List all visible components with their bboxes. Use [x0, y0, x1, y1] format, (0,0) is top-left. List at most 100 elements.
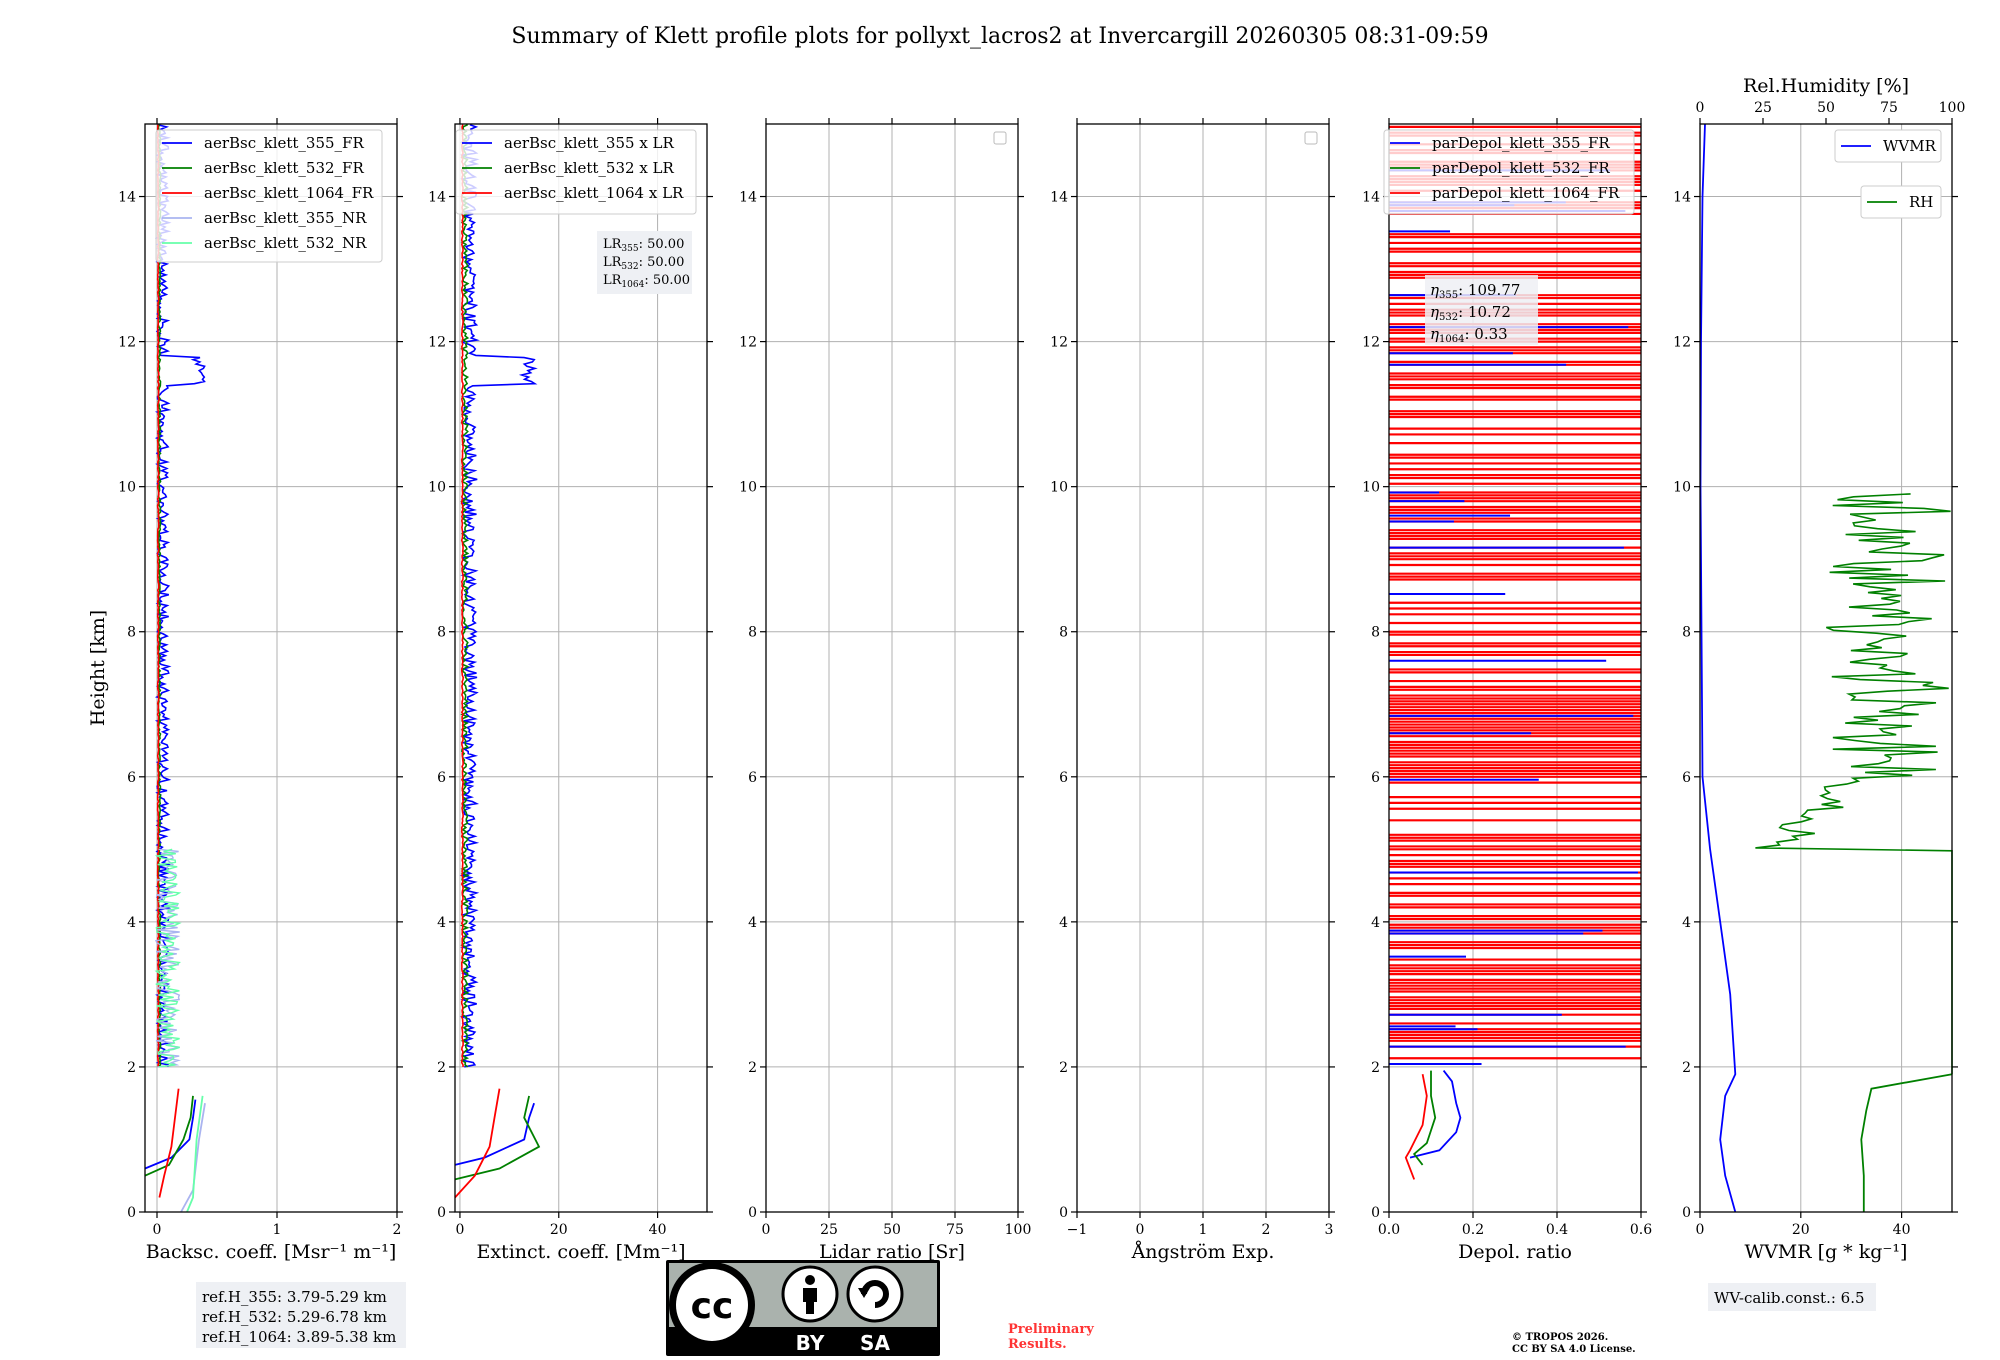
profile-noise-0 [154, 123, 206, 1068]
rh-upper [1755, 493, 1953, 1075]
figure-title: Summary of Klett profile plots for polly… [511, 24, 1488, 49]
svg-text:η355: 109.77: η355: 109.77 [1430, 281, 1520, 301]
y-tick-label: 8 [1682, 625, 1691, 641]
y-tick-label: 12 [428, 335, 446, 351]
panel-ext: 0 20 40 0 2 4 6 8 10 12 14 Extinct. coeff. [Mm⁻¹] ae… [428, 118, 713, 1263]
y-tick-label: 6 [1059, 770, 1068, 786]
empty-legend [1304, 131, 1318, 145]
y-tick-label: 12 [739, 335, 757, 351]
y-tick-label: 4 [748, 915, 757, 931]
copyright-line2: CC BY SA 4.0 License. [1512, 1344, 1636, 1355]
x-tick-label: 0 [762, 1222, 771, 1238]
legend-entry: aerBsc_klett_532 x LR [504, 159, 675, 177]
legend-entry: aerBsc_klett_1064_FR [204, 184, 374, 202]
y-tick-label: 4 [1682, 915, 1691, 931]
y-tick-label: 2 [437, 1060, 446, 1076]
top-x-tick-label: 75 [1880, 100, 1898, 116]
panels: 0 1 2 0 2 4 6 8 10 12 14 Backsc. coeff. [Msr⁻¹ m⁻¹]… [87, 75, 1965, 1263]
y-tick-label: 8 [437, 625, 446, 641]
series-aerBsc_klett_532_FR [144, 1095, 194, 1177]
y-tick-label: 10 [739, 480, 757, 496]
y-tick-label: 2 [1371, 1060, 1380, 1076]
y-tick-label: 6 [437, 770, 446, 786]
eta-label-3: η [1430, 325, 1439, 343]
x-tick-label: 0.4 [1546, 1222, 1568, 1238]
x-axis-label: WVMR [g * kg⁻¹] [1745, 1241, 1908, 1263]
y-tick-label: 0 [1682, 1205, 1691, 1221]
eta-val-2: : 10.72 [1458, 303, 1511, 321]
y-tick-label: 12 [1673, 335, 1691, 351]
y-tick-label: 0 [1371, 1205, 1380, 1221]
sa-share-alike-icon [846, 1265, 904, 1323]
lr-annotation: LR355: 50.00 LR532: 50.00 LR1064: 50.00 [597, 231, 692, 294]
y-tick-label: 8 [1059, 625, 1068, 641]
axes-frame [1388, 123, 1642, 1213]
legend-entry: parDepol_klett_1064_FR [1432, 184, 1620, 202]
lr-val-1: : 50.00 [639, 237, 685, 252]
x-tick-label: 20 [550, 1222, 568, 1238]
x-tick-label: 0 [153, 1222, 162, 1238]
x-tick-label: 0.6 [1630, 1222, 1652, 1238]
profile-noise-2 [156, 124, 160, 1067]
axes-frame [1699, 123, 1953, 1213]
series-parDepol_klett_532_FR [1412, 1070, 1437, 1166]
lr-val-2: : 50.00 [639, 255, 685, 270]
svg-text:η1064: 0.33: η1064: 0.33 [1430, 325, 1508, 345]
y-tick-label: 10 [118, 480, 136, 496]
x-tick-label: 0.0 [1378, 1222, 1400, 1238]
profile-noise-0 [459, 123, 538, 1068]
legend-entry: aerBsc_klett_355_FR [204, 134, 364, 152]
legend-entry: aerBsc_klett_1064 x LR [504, 184, 684, 202]
y-tick-label: 8 [127, 625, 136, 641]
y-tick-label: 10 [1362, 480, 1380, 496]
x-axis-label: Backsc. coeff. [Msr⁻¹ m⁻¹] [146, 1241, 397, 1263]
series-WVMR [1699, 123, 1737, 1213]
top-x-tick-label: 25 [1754, 100, 1772, 116]
lr-sub-1: 355 [621, 244, 638, 254]
y-tick-label: 4 [437, 915, 446, 931]
y-tick-label: 2 [748, 1060, 757, 1076]
x-tick-label: 100 [1005, 1222, 1032, 1238]
x-tick-label: 2 [1262, 1222, 1271, 1238]
eta-label-2: η [1430, 303, 1439, 321]
series-aerBsc_klett_355_FR [144, 1099, 197, 1170]
x-tick-label: 3 [1325, 1222, 1334, 1238]
y-axis-label: Height [km] [87, 610, 109, 726]
copyright-line1: © TROPOS 2026. [1512, 1332, 1608, 1343]
legend-box [155, 129, 383, 263]
x-tick-label: 40 [1893, 1222, 1911, 1238]
legend-box [455, 129, 697, 215]
series-aerBsc_klett_1064 x LR [454, 1088, 501, 1199]
axes-frame [144, 123, 398, 1213]
profile-noise-2 [460, 124, 465, 1067]
y-tick-label: 14 [428, 190, 446, 206]
ref-h-355: ref.H_355: 3.79-5.29 km [202, 1288, 387, 1306]
preliminary-line2: Results. [1008, 1337, 1067, 1352]
series-aerBsc_klett_355_NR [180, 1103, 206, 1213]
lr-val-3: : 50.00 [644, 273, 690, 288]
y-tick-label: 0 [748, 1205, 757, 1221]
panel-dep: 0.0 0.2 0.4 0.6 0 2 4 6 8 10 12 14 Depol. ratio parDe… [1362, 118, 1652, 1263]
legend-entry: aerBsc_klett_532_NR [204, 234, 367, 252]
lr-label-1: LR [603, 237, 623, 252]
y-tick-label: 14 [1050, 190, 1068, 206]
y-tick-label: 4 [1059, 915, 1068, 931]
series-aerBsc_klett_532 x LR [454, 1095, 541, 1181]
x-axis-label: Extinct. coeff. [Mm⁻¹] [476, 1241, 685, 1263]
svg-text:η532: 10.72: η532: 10.72 [1430, 303, 1511, 323]
series-aerBsc_klett_355 x LR [454, 1102, 535, 1166]
y-tick-label: 10 [428, 480, 446, 496]
ref-h-1064: ref.H_1064: 3.89-5.38 km [202, 1328, 396, 1346]
wv-calib-box: WV-calib.const.: 6.5 [1708, 1283, 1876, 1311]
cc-sa-text: SA [860, 1331, 890, 1355]
y-tick-label: 4 [1371, 915, 1380, 931]
nr-noise-0 [154, 848, 181, 1068]
svg-text:LR532: 50.00: LR532: 50.00 [603, 255, 684, 272]
lr-sub-2: 532 [621, 262, 638, 272]
axes-frame [454, 123, 708, 1213]
series-aerBsc_klett_532_NR [186, 1095, 204, 1213]
y-tick-label: 6 [1371, 770, 1380, 786]
x-axis-label: Lidar ratio [Sr] [819, 1241, 965, 1263]
y-tick-label: 2 [1682, 1060, 1691, 1076]
